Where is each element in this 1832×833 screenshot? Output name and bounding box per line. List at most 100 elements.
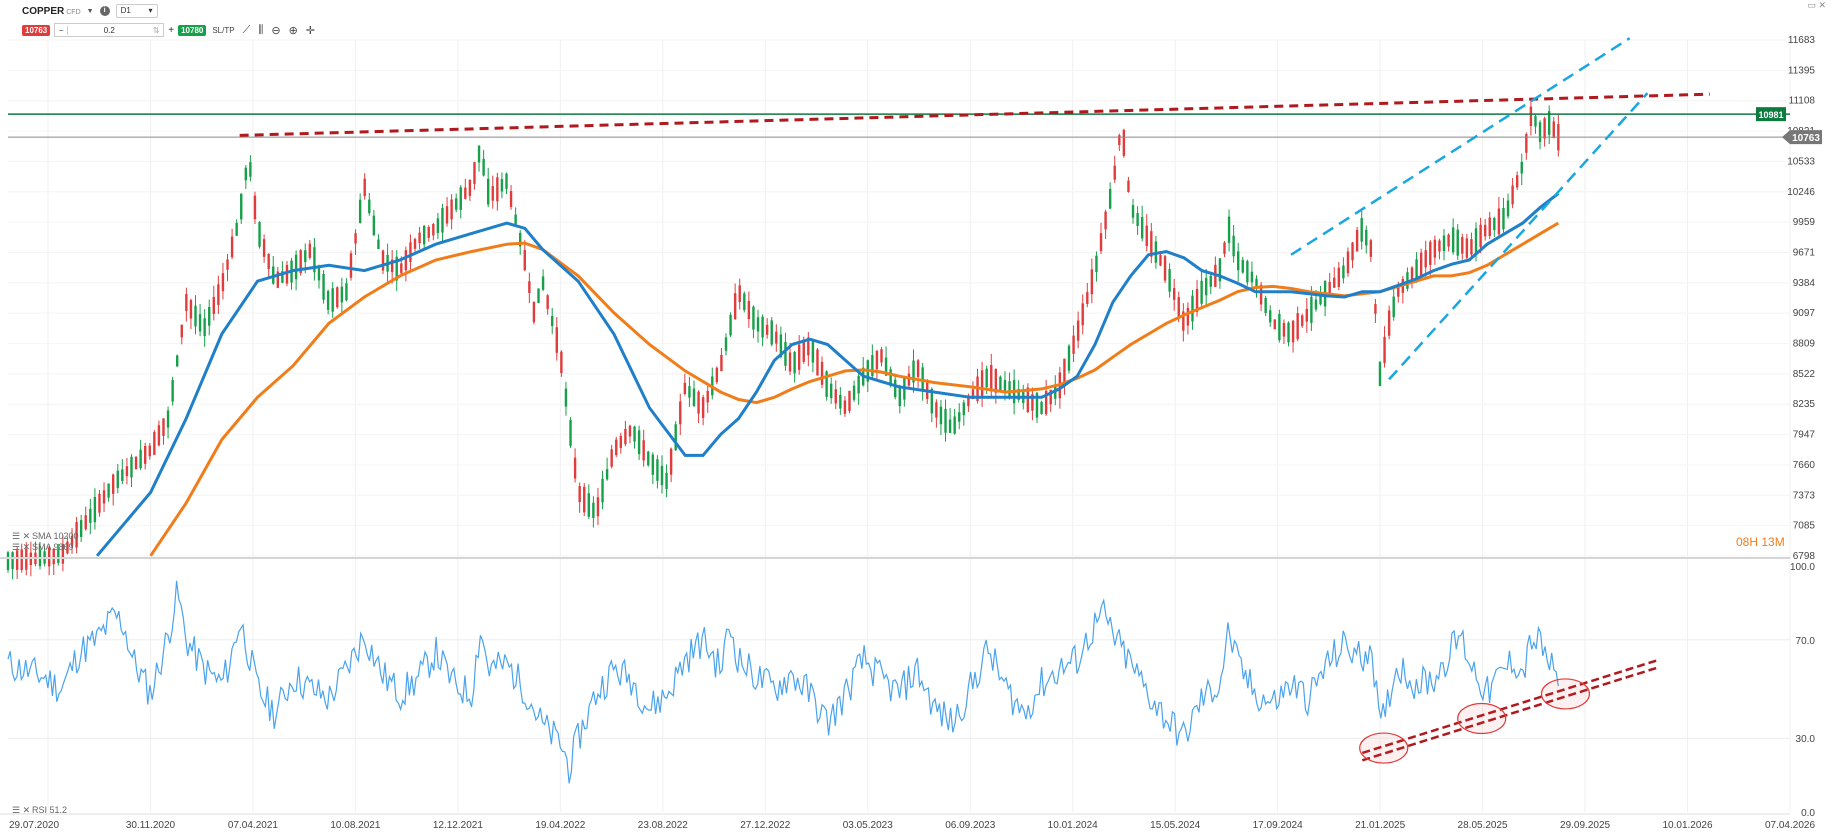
candle-body — [1278, 314, 1281, 341]
candle-body — [418, 232, 421, 244]
date-tick-label: 10.01.2024 — [1048, 820, 1098, 831]
candle-body — [226, 259, 229, 270]
price-axis[interactable]: 1168311395111081082110533102469959967193… — [1787, 35, 1815, 562]
zoom-out-icon[interactable]: ⊖ — [271, 24, 281, 37]
candle-body — [770, 320, 773, 345]
candle-body — [459, 187, 462, 210]
candle-body — [1333, 277, 1336, 288]
candle-body — [299, 250, 302, 274]
date-tick-label: 30.11.2020 — [126, 820, 176, 831]
candle-body — [93, 496, 97, 523]
candle-body — [610, 449, 613, 467]
candle-body — [358, 199, 362, 223]
rsi-grid — [8, 639, 1790, 739]
rsi-tick-label: 30.0 — [1796, 734, 1816, 745]
candle-body — [111, 474, 115, 494]
volume-decrease-button[interactable]: − — [55, 25, 69, 35]
candle-body — [962, 402, 966, 416]
rsi-tick-label: 70.0 — [1796, 636, 1816, 647]
candle-body — [432, 224, 435, 236]
candle-body — [829, 383, 833, 399]
candle-body — [230, 236, 234, 258]
candle-body — [322, 273, 325, 300]
timeframe-select[interactable]: D1 ▾ — [115, 4, 158, 18]
volume-increase-button[interactable]: + — [168, 24, 175, 36]
candle-body — [647, 451, 650, 466]
channel-upper-trendline[interactable] — [1290, 37, 1631, 256]
price-tick-label: 8809 — [1793, 339, 1816, 350]
date-axis[interactable]: 29.07.2020 30.11.2020 07.04.2021 10.08.2021… — [0, 813, 1815, 831]
candle-body — [747, 300, 751, 320]
candle-body — [601, 478, 604, 503]
date-tick-label: 07.04.2021 — [228, 820, 278, 831]
candle-body — [1031, 394, 1034, 411]
candle-body — [162, 418, 165, 436]
candle-body — [20, 549, 23, 571]
info-icon[interactable]: i — [99, 6, 110, 16]
rsi-legend-label: RSI 51.2 — [32, 805, 67, 815]
candle-body — [1291, 320, 1295, 343]
candle-body — [102, 490, 106, 504]
crosshair-icon[interactable]: ✛ — [305, 24, 315, 37]
candle-body — [79, 520, 83, 537]
candle-body — [1543, 118, 1546, 139]
candle-body — [1470, 239, 1473, 255]
candle-body — [166, 410, 170, 428]
date-tick-label: 19.04.2022 — [535, 820, 585, 831]
candle-body — [208, 306, 211, 326]
candle-body — [537, 288, 540, 303]
candle-body — [784, 341, 787, 366]
candle-body — [139, 449, 142, 469]
candle-body — [1090, 269, 1094, 295]
candle-body — [935, 402, 938, 418]
candle-body — [546, 295, 549, 309]
date-tick-label: 12.12.2021 — [433, 820, 483, 831]
rsi-axis[interactable]: 100.0 70.0 30.0 0.0 — [1790, 562, 1815, 819]
candle-body — [1237, 251, 1240, 271]
chart-toolbar: COPPER CFD ▼ i D1 ▾ 10763 − 0.2 ⇅ + 10780 … — [0, 0, 1832, 40]
candle-body — [1342, 265, 1345, 279]
channel-lower-trendline[interactable] — [1388, 92, 1649, 381]
candle-body — [1374, 304, 1377, 314]
candles-icon[interactable]: ⫼ — [258, 23, 264, 36]
candle-body — [1017, 388, 1020, 400]
rsi-support-line-1[interactable] — [1361, 658, 1661, 755]
candle-body — [1483, 224, 1487, 237]
candle-body — [990, 364, 993, 392]
sltp-button[interactable]: SL/TP — [212, 25, 235, 35]
instrument-symbol[interactable]: COPPER CFD — [22, 6, 81, 17]
volume-stepper[interactable]: − 0.2 ⇅ — [54, 23, 165, 37]
window-controls-icon[interactable]: ▭ ✕ — [1807, 0, 1826, 10]
candle-body — [203, 318, 206, 337]
zoom-in-icon[interactable]: ⊕ — [288, 24, 298, 37]
candle-body — [1246, 260, 1249, 283]
candle-body — [1511, 185, 1514, 205]
candle-body — [445, 206, 449, 224]
candle-body — [628, 425, 632, 437]
candle-body — [724, 337, 728, 351]
candle-body — [153, 431, 156, 455]
candle-body — [683, 382, 687, 395]
candle-body — [1287, 322, 1290, 343]
candle-body — [615, 439, 618, 456]
rsi-support-line-2[interactable] — [1361, 665, 1661, 762]
resistance-trendline[interactable] — [239, 92, 1710, 137]
price-tick-label: 7373 — [1793, 490, 1816, 501]
chevron-down-icon[interactable]: ▼ — [86, 7, 94, 15]
line-chart-icon[interactable]: ⟋ — [242, 23, 251, 36]
candle-body — [1387, 310, 1391, 336]
candle-timer-text: 08H 13M — [1736, 535, 1785, 549]
highlight-circle — [1457, 702, 1507, 735]
volume-input[interactable]: 0.2 — [103, 25, 115, 35]
candle-body — [564, 388, 568, 407]
candle-body — [125, 466, 129, 477]
buy-button[interactable]: 10780 — [178, 24, 207, 36]
candle-body — [368, 199, 371, 214]
candle-body — [1534, 116, 1537, 127]
sell-button[interactable]: 10763 — [22, 24, 51, 36]
candle-body — [1072, 335, 1075, 354]
swap-icon: ⇅ — [152, 25, 160, 35]
rsi-circles — [1359, 678, 1591, 764]
candle-body — [587, 493, 591, 517]
